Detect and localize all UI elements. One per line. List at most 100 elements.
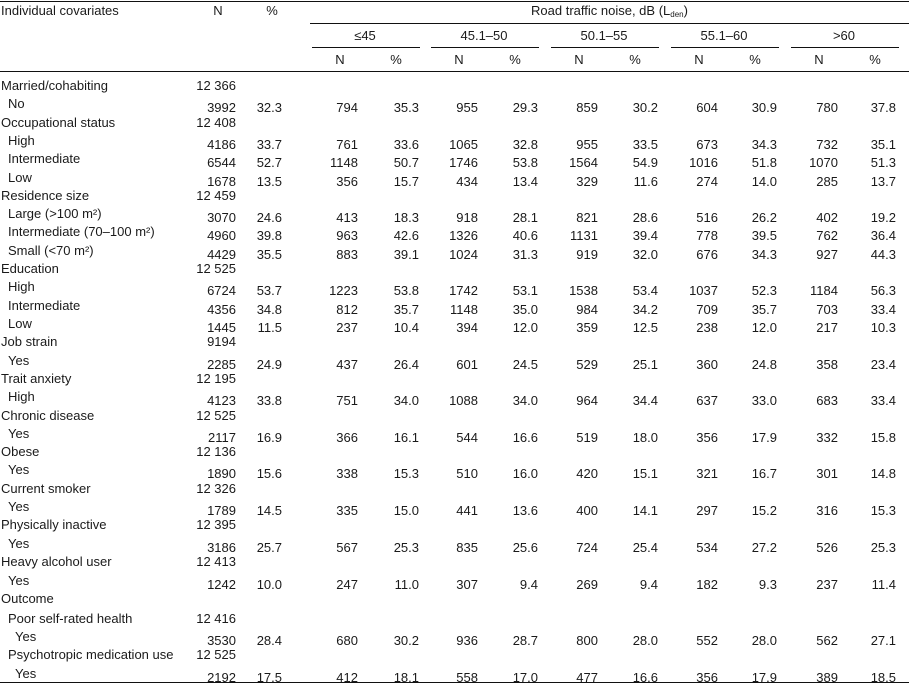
band-n-cell: 703	[816, 302, 838, 317]
band-n-cell: 1746	[449, 155, 478, 170]
row-pct-total: 52.7	[256, 155, 282, 170]
band-n-cell: 780	[816, 100, 838, 115]
row-n-total: 2192	[207, 670, 236, 685]
band-pct-cell: 12.0	[512, 320, 538, 335]
band-pct-cell: 29.3	[512, 100, 538, 115]
row-label: Yes	[8, 499, 30, 514]
band-n-cell: 338	[336, 466, 358, 481]
row-label: Psychotropic medication use	[8, 647, 174, 662]
row-label: Education	[1, 261, 59, 276]
row-pct-total	[232, 517, 282, 532]
band-pct-cell: 28.7	[512, 633, 538, 648]
band-n-cell: 984	[576, 302, 598, 317]
band-pct-cell: 31.3	[512, 247, 538, 262]
band-n-cell: 676	[696, 247, 718, 262]
row-label: Intermediate	[8, 151, 81, 166]
row-n-total: 1678	[207, 174, 236, 189]
band-pct-cell: 14.1	[632, 503, 658, 518]
row-n-total: 3992	[207, 100, 236, 115]
band-pct-cell: 28.0	[632, 633, 658, 648]
row-pct-total: 17.5	[256, 670, 282, 685]
noise-title-text: Road traffic noise, dB (L	[531, 3, 671, 18]
row-pct-total	[232, 188, 282, 203]
row-pct-total: 13.5	[256, 174, 282, 189]
band-pct-cell: 39.4	[632, 228, 658, 243]
row-n-total: 4186	[207, 137, 236, 152]
band-pct-cell: 33.0	[751, 393, 777, 408]
row-pct-total	[232, 261, 282, 276]
band-pct-cell: 18.1	[393, 670, 419, 685]
band-n-cell: 709	[696, 302, 718, 317]
row-pct-total	[232, 408, 282, 423]
band-pct-cell: 15.8	[870, 430, 896, 445]
row-pct-total	[232, 115, 282, 130]
row-label: Current smoker	[1, 481, 91, 496]
row-n-total: 3186	[207, 540, 236, 555]
band-n-cell: 1065	[449, 137, 478, 152]
band-n-cell: 400	[576, 503, 598, 518]
band-pct-header-3: %	[749, 52, 761, 67]
band-n-cell: 1148	[330, 155, 358, 170]
band-rule-2	[551, 47, 659, 48]
band-pct-cell: 33.5	[632, 137, 658, 152]
band-pct-cell: 16.1	[393, 430, 419, 445]
band-pct-cell: 16.7	[751, 466, 777, 481]
band-n-cell: 778	[696, 228, 718, 243]
band-n-cell: 510	[456, 466, 478, 481]
band-header-3: 55.1–60	[700, 28, 748, 43]
band-n-cell: 356	[696, 670, 718, 685]
band-n-cell: 812	[336, 302, 358, 317]
row-n-total: 12 416	[196, 611, 236, 626]
row-n-total: 12 195	[196, 371, 236, 386]
band-pct-cell: 26.4	[393, 357, 419, 372]
band-pct-cell: 35.7	[393, 302, 419, 317]
band-n-cell: 835	[456, 540, 478, 555]
band-pct-cell: 28.0	[751, 633, 777, 648]
band-rule-3	[671, 47, 779, 48]
band-n-header-3: N	[694, 52, 704, 67]
band-n-cell: 955	[456, 100, 478, 115]
band-pct-cell: 30.2	[632, 100, 658, 115]
band-pct-cell: 35.1	[870, 137, 896, 152]
band-n-cell: 247	[336, 577, 358, 592]
band-rule-1	[431, 47, 539, 48]
row-n-total: 12 525	[196, 261, 236, 276]
band-header-0: ≤45	[354, 28, 376, 43]
band-pct-cell: 35.0	[512, 302, 538, 317]
row-pct-total	[232, 481, 282, 496]
header-covariates: Individual covariates	[1, 3, 119, 18]
row-label: Chronic disease	[1, 408, 95, 423]
band-pct-cell: 17.9	[751, 670, 777, 685]
band-rule-4	[791, 47, 899, 48]
band-n-cell: 673	[696, 137, 718, 152]
band-n-cell: 237	[336, 320, 358, 335]
row-label: Yes	[8, 536, 30, 551]
band-n-cell: 637	[696, 393, 718, 408]
band-pct-cell: 15.3	[393, 466, 419, 481]
band-pct-cell: 34.0	[393, 393, 419, 408]
band-pct-cell: 15.1	[632, 466, 658, 481]
band-n-cell: 182	[696, 577, 718, 592]
band-n-cell: 420	[576, 466, 598, 481]
row-pct-total	[232, 611, 282, 626]
band-n-cell: 1564	[569, 155, 598, 170]
row-n-total	[176, 591, 236, 606]
band-n-header-0: N	[335, 52, 345, 67]
band-n-header-1: N	[454, 52, 464, 67]
band-pct-cell: 12.5	[632, 320, 658, 335]
band-n-cell: 237	[816, 577, 838, 592]
band-pct-cell: 53.8	[512, 155, 538, 170]
band-pct-cell: 13.4	[512, 174, 538, 189]
band-pct-cell: 56.3	[870, 283, 896, 298]
band-rule-0	[312, 47, 420, 48]
row-label: High	[8, 279, 35, 294]
band-pct-cell: 54.9	[632, 155, 658, 170]
band-n-cell: 751	[336, 393, 358, 408]
row-label: Large (>100 m²)	[8, 206, 102, 221]
row-label: Poor self-rated health	[8, 611, 133, 626]
band-pct-cell: 25.1	[632, 357, 658, 372]
band-n-cell: 1148	[450, 302, 478, 317]
band-n-cell: 955	[576, 137, 598, 152]
band-n-cell: 936	[456, 633, 478, 648]
row-pct-total: 16.9	[256, 430, 282, 445]
